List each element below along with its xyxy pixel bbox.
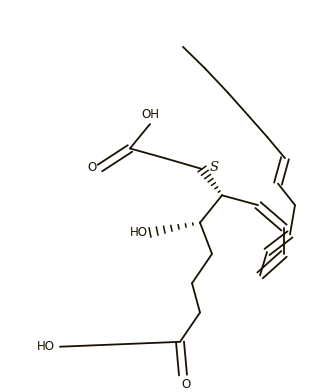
Text: O: O	[88, 162, 97, 174]
Text: OH: OH	[141, 108, 159, 121]
Text: O: O	[181, 378, 191, 391]
Text: S: S	[210, 160, 219, 174]
Text: HO: HO	[130, 226, 148, 239]
Text: HO: HO	[37, 340, 55, 353]
